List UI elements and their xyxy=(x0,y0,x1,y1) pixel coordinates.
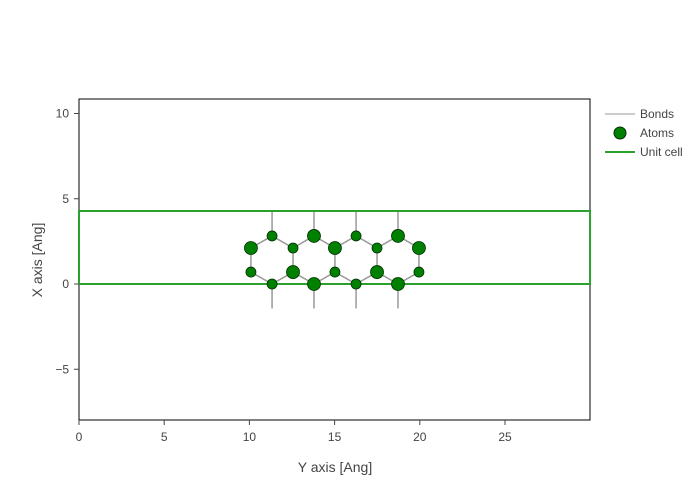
legend: Bonds Atoms Unit cell xyxy=(605,107,683,159)
atom-marker-icon xyxy=(613,126,627,140)
atom-marker xyxy=(266,230,278,242)
x-tick-label: 10 xyxy=(243,430,257,444)
x-axis-title: Y axis [Ang] xyxy=(298,459,372,475)
legend-label-unit-cell: Unit cell xyxy=(640,145,683,159)
x-tick-label: 0 xyxy=(76,430,83,444)
y-tick-label: 5 xyxy=(62,192,69,206)
x-tick-label: 25 xyxy=(498,430,512,444)
y-tick-label: 0 xyxy=(62,277,69,291)
atom-marker xyxy=(413,266,425,278)
atom-marker xyxy=(287,242,299,254)
atom-marker xyxy=(370,265,384,279)
atom-marker xyxy=(391,277,405,291)
x-axis-ticks: 0 5 10 15 20 25 xyxy=(76,420,512,444)
y-tick-label: −5 xyxy=(55,362,69,376)
atom-marker xyxy=(266,278,278,290)
atom-marker xyxy=(350,278,362,290)
legend-label-atoms: Atoms xyxy=(640,126,674,140)
atom-marker xyxy=(286,265,300,279)
atom-marker xyxy=(245,266,257,278)
atom-marker xyxy=(307,277,321,291)
unit-cell-layer xyxy=(78,210,592,285)
atom-marker xyxy=(329,266,341,278)
atoms-layer xyxy=(244,229,426,291)
atom-marker xyxy=(371,242,383,254)
legend-item-atoms[interactable]: Atoms xyxy=(613,126,674,140)
y-axis-ticks: 10 5 0 −5 xyxy=(55,107,79,376)
y-axis-title: X axis [Ang] xyxy=(29,223,45,298)
y-tick-label: 10 xyxy=(56,107,70,121)
legend-item-bonds[interactable]: Bonds xyxy=(605,107,674,121)
x-tick-label: 15 xyxy=(328,430,342,444)
x-tick-label: 20 xyxy=(413,430,427,444)
x-tick-label: 5 xyxy=(161,430,168,444)
atom-marker xyxy=(328,241,342,255)
legend-label-bonds: Bonds xyxy=(640,107,674,121)
atom-marker xyxy=(412,241,426,255)
atom-marker xyxy=(244,241,258,255)
atom-marker xyxy=(350,230,362,242)
atom-marker xyxy=(391,229,405,243)
legend-item-unit-cell[interactable]: Unit cell xyxy=(605,145,683,159)
atom-marker xyxy=(307,229,321,243)
unit-cell-outline xyxy=(78,210,592,285)
